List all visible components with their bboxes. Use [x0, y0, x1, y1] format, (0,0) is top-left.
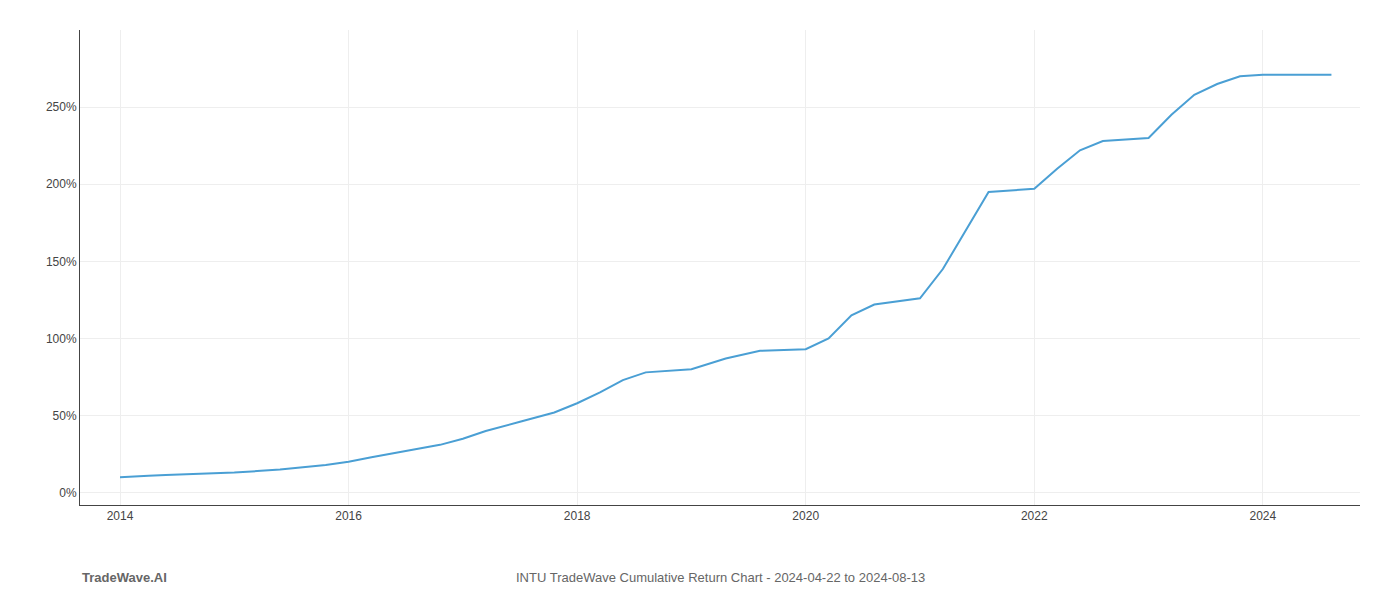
svg-text:INTU TradeWave Cumulative Retu: INTU TradeWave Cumulative Return Chart -…: [516, 570, 925, 585]
svg-text:150%: 150%: [46, 255, 77, 269]
svg-text:50%: 50%: [53, 409, 77, 423]
svg-text:2022: 2022: [1021, 509, 1048, 523]
svg-text:2016: 2016: [335, 509, 362, 523]
svg-text:2018: 2018: [564, 509, 591, 523]
svg-text:0%: 0%: [59, 486, 77, 500]
svg-text:250%: 250%: [46, 100, 77, 114]
svg-text:2024: 2024: [1250, 509, 1277, 523]
svg-text:200%: 200%: [46, 177, 77, 191]
svg-text:2014: 2014: [107, 509, 134, 523]
svg-text:100%: 100%: [46, 332, 77, 346]
svg-text:2020: 2020: [792, 509, 819, 523]
svg-text:TradeWave.AI: TradeWave.AI: [82, 570, 167, 585]
